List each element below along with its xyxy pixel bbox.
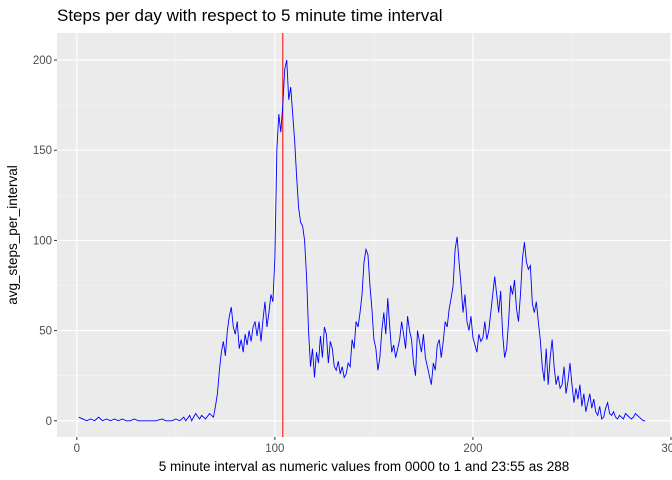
axis-ticks: 0 100 200 300 0 50 100 150 200 [33, 55, 672, 455]
series-line [78, 59, 646, 422]
x-tick-label: 100 [265, 443, 284, 455]
plot-panel [57, 33, 671, 437]
chart-title: Steps per day with respect to 5 minute t… [57, 6, 443, 25]
y-tick-label: 150 [33, 145, 52, 157]
y-axis-label: avg_steps_per_interval [5, 165, 20, 305]
y-tick-label: 50 [39, 326, 52, 338]
x-axis-label: 5 minute interval as numeric values from… [159, 459, 570, 474]
x-tick-label: 200 [463, 443, 482, 455]
y-tick-label: 200 [33, 55, 52, 67]
x-tick-label: 300 [661, 443, 672, 455]
x-tick-label: 0 [74, 443, 80, 455]
y-tick-label: 100 [33, 235, 52, 247]
y-tick-label: 0 [46, 416, 52, 428]
